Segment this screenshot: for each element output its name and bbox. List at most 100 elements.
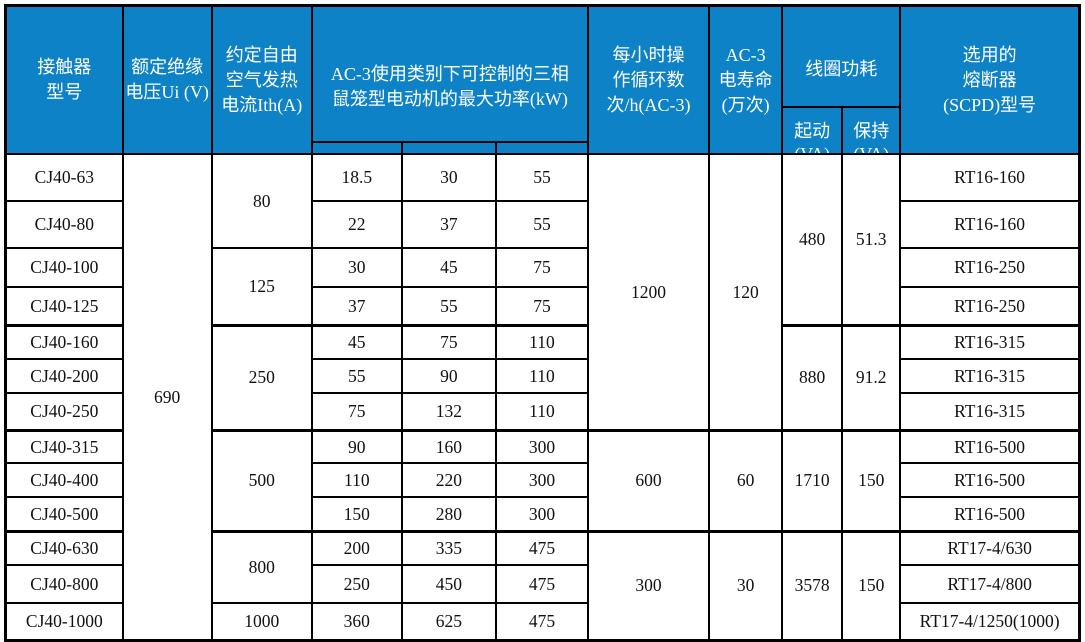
header-kw-380v: 380V bbox=[400, 143, 495, 153]
cell-kw660: 110 bbox=[494, 323, 589, 361]
cell-kw380: 55 bbox=[400, 286, 497, 327]
cell-fuse: RT16-250 bbox=[899, 286, 1081, 327]
cell-kw660: 300 bbox=[494, 496, 589, 533]
cell-kw380: 335 bbox=[400, 529, 497, 567]
cell-coil-start: 3578 bbox=[781, 529, 844, 642]
cell-coil-hold: 91.2 bbox=[841, 323, 902, 432]
header-fuse-type: 选用的 熔断器 (SCPD)型号 bbox=[899, 4, 1081, 156]
cell-model: CJ40-1000 bbox=[4, 602, 124, 642]
cell-kw660: 300 bbox=[494, 428, 589, 465]
cell-kw220: 30 bbox=[310, 247, 403, 289]
cell-fuse: RT17-4/1250(1000) bbox=[899, 602, 1081, 642]
table-row: CJ40-800 250 450 475 RT17-4/800 bbox=[4, 564, 1081, 605]
header-coil-start: 起动 (VA) bbox=[794, 120, 831, 155]
cell-kw220: 200 bbox=[310, 529, 403, 567]
cell-kw220: 110 bbox=[310, 462, 403, 499]
table-row: CJ40-500 150 280 300 RT16-500 bbox=[4, 496, 1081, 533]
cell-cycles: 300 bbox=[586, 529, 711, 642]
cell-kw380: 450 bbox=[400, 564, 497, 605]
cell-coil-hold: 150 bbox=[841, 428, 902, 533]
cell-ith: 250 bbox=[210, 323, 313, 432]
header-cycles-per-hour: 每小时操 作循环数 次/h(AC-3) bbox=[586, 4, 711, 156]
cell-kw220: 22 bbox=[310, 200, 403, 250]
cell-coil-start: 480 bbox=[781, 153, 844, 327]
cell-cycles: 1200 bbox=[586, 153, 711, 432]
cell-kw660: 75 bbox=[494, 286, 589, 327]
cell-fuse: RT16-500 bbox=[899, 496, 1081, 533]
cell-fuse: RT16-500 bbox=[899, 428, 1081, 465]
cell-kw380: 625 bbox=[400, 602, 497, 642]
cell-model: CJ40-630 bbox=[4, 529, 124, 567]
cell-model: CJ40-100 bbox=[4, 247, 124, 289]
cell-kw220: 45 bbox=[310, 323, 403, 361]
cell-fuse: RT16-160 bbox=[899, 200, 1081, 250]
header-kw-group-title: AC-3使用类别下可控制的三相 鼠笼型电动机的最大功率(kW) bbox=[313, 32, 586, 144]
table-row: CJ40-100 125 30 45 75 RT16-250 bbox=[4, 247, 1081, 327]
header-coil-power-group: 线圈功耗 起动 (VA) 保持 (VA) bbox=[781, 4, 902, 156]
cell-fuse: RT17-4/630 bbox=[899, 529, 1081, 567]
cell-kw380: 90 bbox=[400, 358, 497, 395]
cell-model: CJ40-250 bbox=[4, 392, 124, 432]
cell-kw660: 475 bbox=[494, 602, 589, 642]
cell-kw660: 110 bbox=[494, 358, 589, 395]
header-kw-group: AC-3使用类别下可控制的三相 鼠笼型电动机的最大功率(kW) 220V 380… bbox=[310, 4, 589, 156]
cell-kw380: 30 bbox=[400, 153, 497, 203]
table-row: CJ40-250 75 132 110 RT16-315 bbox=[4, 392, 1081, 432]
cell-coil-start: 1710 bbox=[781, 428, 844, 533]
cell-kw220: 360 bbox=[310, 602, 403, 642]
header-kw-660v: 660V bbox=[494, 143, 586, 153]
cell-fuse: RT16-250 bbox=[899, 247, 1081, 289]
cell-kw660: 300 bbox=[494, 462, 589, 499]
cell-kw220: 75 bbox=[310, 392, 403, 432]
cell-kw380: 75 bbox=[400, 323, 497, 361]
cell-coil-hold: 150 bbox=[841, 529, 902, 642]
cell-model: CJ40-125 bbox=[4, 286, 124, 327]
header-electrical-life: AC-3 电寿命 (万次) bbox=[708, 4, 784, 156]
cell-kw380: 220 bbox=[400, 462, 497, 499]
cell-ith: 500 bbox=[210, 428, 313, 533]
cell-ith: 125 bbox=[210, 247, 313, 327]
cell-fuse: RT17-4/800 bbox=[899, 564, 1081, 605]
cell-model: CJ40-800 bbox=[4, 564, 124, 605]
table-row: CJ40-630 800 200 335 475 300 30 3578 150… bbox=[4, 529, 1081, 642]
cell-kw380: 37 bbox=[400, 200, 497, 250]
cell-model: CJ40-200 bbox=[4, 358, 124, 395]
cell-kw220: 37 bbox=[310, 286, 403, 327]
cell-kw660: 475 bbox=[494, 564, 589, 605]
table-row: CJ40-125 37 55 75 RT16-250 bbox=[4, 286, 1081, 327]
cell-kw660: 110 bbox=[494, 392, 589, 432]
header-thermal-current: 约定自由 空气发热 电流Ith(A) bbox=[210, 4, 313, 156]
table-row: CJ40-315 500 90 160 300 600 60 1710 150 … bbox=[4, 428, 1081, 533]
cell-fuse: RT16-500 bbox=[899, 462, 1081, 499]
cell-life: 120 bbox=[708, 153, 784, 432]
cell-kw380: 280 bbox=[400, 496, 497, 533]
cell-ui-voltage: 690 bbox=[121, 153, 213, 642]
header-insulation-voltage: 额定绝缘 电压Ui (V) bbox=[121, 4, 213, 156]
cell-model: CJ40-63 bbox=[4, 153, 124, 203]
cell-ith: 800 bbox=[210, 529, 313, 605]
cell-kw220: 150 bbox=[310, 496, 403, 533]
cell-ith: 1000 bbox=[210, 602, 313, 642]
cell-kw380: 45 bbox=[400, 247, 497, 289]
cell-kw220: 90 bbox=[310, 428, 403, 465]
cell-kw660: 55 bbox=[494, 200, 589, 250]
cell-fuse: RT16-315 bbox=[899, 358, 1081, 395]
cell-life: 60 bbox=[708, 428, 784, 533]
cell-kw220: 250 bbox=[310, 564, 403, 605]
table-row: CJ40-200 55 90 110 RT16-315 bbox=[4, 358, 1081, 395]
header-coil-power-title: 线圈功耗 bbox=[784, 32, 899, 109]
cell-kw220: 55 bbox=[310, 358, 403, 395]
cell-kw660: 75 bbox=[494, 247, 589, 289]
cell-ith: 80 bbox=[210, 153, 313, 250]
cell-fuse: RT16-315 bbox=[899, 392, 1081, 432]
cell-cycles: 600 bbox=[586, 428, 711, 533]
cell-model: CJ40-400 bbox=[4, 462, 124, 499]
cell-coil-hold: 51.3 bbox=[841, 153, 902, 327]
cell-model: CJ40-160 bbox=[4, 323, 124, 361]
cell-kw380: 160 bbox=[400, 428, 497, 465]
cell-kw380: 132 bbox=[400, 392, 497, 432]
header-row: 接触器 型号 额定绝缘 电压Ui (V) 约定自由 空气发热 电流Ith(A) … bbox=[4, 4, 1081, 156]
table-row: CJ40-80 22 37 55 RT16-160 bbox=[4, 200, 1081, 250]
cell-kw220: 18.5 bbox=[310, 153, 403, 203]
